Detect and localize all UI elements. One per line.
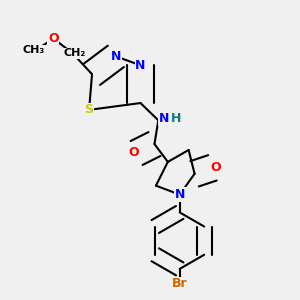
Text: S: S [85, 103, 94, 116]
Text: O: O [128, 146, 139, 160]
Text: N: N [111, 50, 121, 63]
Text: O: O [210, 161, 221, 174]
Text: N: N [135, 59, 146, 72]
Text: N: N [159, 112, 169, 125]
Text: CH₃: CH₃ [23, 45, 45, 56]
Text: O: O [48, 32, 59, 45]
Text: Br: Br [172, 277, 188, 290]
Text: H: H [171, 112, 181, 125]
Text: N: N [175, 188, 185, 201]
Text: CH₂: CH₂ [63, 48, 85, 59]
